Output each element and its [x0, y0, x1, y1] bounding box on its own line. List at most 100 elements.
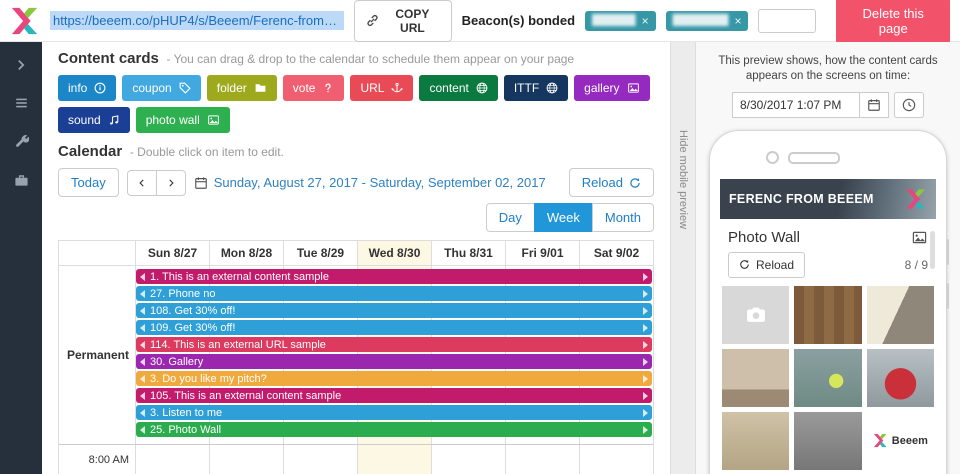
beeem-brand: Beeem — [873, 433, 928, 448]
beacon-badge[interactable]: █████████ × — [665, 10, 749, 31]
calendar-event[interactable]: 109. Get 30% off! — [136, 320, 652, 335]
view-week-button[interactable]: Week — [533, 203, 593, 232]
add-beacon-input[interactable] — [758, 8, 817, 33]
photo-thumb-beeem-logo[interactable]: Beeem — [866, 411, 934, 470]
view-day-button[interactable]: Day — [485, 203, 535, 232]
view-month-button[interactable]: Month — [591, 203, 654, 232]
time-slot-cell[interactable] — [209, 445, 283, 474]
main-content: Content cards - You can drag & drop to t… — [42, 42, 670, 474]
hide-mobile-preview-toggle[interactable]: Hide mobile preview — [670, 42, 696, 474]
briefcase-icon[interactable] — [14, 173, 29, 188]
card-label: ITTF — [513, 81, 540, 95]
calendar-heading: Calendar - Double click on item to edit. — [58, 143, 654, 160]
calendar-event[interactable]: 108. Get 30% off! — [136, 303, 652, 318]
photo-thumb[interactable] — [722, 411, 790, 470]
copy-url-button[interactable]: COPY URL — [354, 0, 452, 42]
close-icon[interactable]: × — [641, 13, 649, 28]
card-info[interactable]: info — [58, 75, 117, 101]
page-url-link[interactable]: https://beeem.co/pHUP4/s/Beeem/Ferenc-fr… — [50, 11, 345, 30]
beacon-badge[interactable]: ███████ × — [585, 10, 656, 31]
preview-reload-button[interactable]: Reload — [728, 251, 806, 278]
reload-label: Reload — [581, 175, 623, 190]
expand-sidebar-icon[interactable] — [14, 58, 28, 72]
day-header-today[interactable]: Wed 8/30 — [357, 241, 431, 265]
today-button[interactable]: Today — [58, 168, 119, 197]
day-cell[interactable] — [135, 266, 209, 444]
calendar-event[interactable]: 114. This is an external URL sample — [136, 337, 652, 352]
time-slot-cell[interactable] — [431, 445, 505, 474]
view-switcher-row: Day Week Month — [58, 203, 654, 232]
photo-thumb[interactable] — [722, 348, 790, 407]
clock-icon — [902, 98, 916, 112]
time-slot-row: 8:00 AM — [59, 444, 653, 474]
day-header[interactable]: Tue 8/29 — [283, 241, 357, 265]
calendar-event[interactable]: 25. Photo Wall — [136, 422, 652, 437]
time-slot-cell[interactable] — [135, 445, 209, 474]
card-gallery[interactable]: gallery — [574, 75, 650, 101]
day-header[interactable]: Sat 9/02 — [579, 241, 653, 265]
card-sound[interactable]: sound — [58, 107, 130, 133]
reload-label: Reload — [756, 257, 795, 272]
photo-thumb[interactable] — [794, 348, 862, 407]
photo-thumb[interactable] — [866, 348, 934, 407]
photo-thumb[interactable] — [866, 285, 934, 344]
question-icon — [322, 82, 334, 94]
continues-right-icon — [643, 425, 648, 434]
event-label: 27. Phone no — [150, 287, 216, 300]
day-header[interactable]: Fri 9/01 — [505, 241, 579, 265]
calendar-event[interactable]: 3. Listen to me — [136, 405, 652, 420]
calendar-event[interactable]: 105. This is an external content sample — [136, 388, 652, 403]
continues-left-icon — [140, 340, 145, 349]
timepicker-button[interactable] — [894, 91, 924, 118]
calendar-event[interactable]: 3. Do you like my pitch? — [136, 371, 652, 386]
event-label: 105. This is an external content sample — [150, 389, 342, 402]
delete-page-button[interactable]: Delete this page — [836, 0, 950, 44]
time-slot-cell[interactable] — [283, 445, 357, 474]
continues-left-icon — [140, 357, 145, 366]
globe-icon — [546, 82, 558, 94]
prev-week-button[interactable] — [126, 169, 157, 196]
chevron-left-icon — [137, 177, 147, 189]
music-note-icon — [108, 114, 120, 126]
day-header[interactable]: Thu 8/31 — [431, 241, 505, 265]
calendar-event[interactable]: 27. Phone no — [136, 286, 652, 301]
continues-left-icon — [140, 306, 145, 315]
calendar-event[interactable]: 30. Gallery — [136, 354, 652, 369]
reload-calendar-button[interactable]: Reload — [568, 168, 654, 197]
card-label: coupon — [132, 81, 172, 95]
card-url[interactable]: URL — [350, 75, 414, 101]
wrench-icon[interactable] — [14, 134, 29, 149]
day-header[interactable]: Mon 8/28 — [209, 241, 283, 265]
time-slot-cell-today[interactable] — [357, 445, 431, 474]
card-coupon[interactable]: coupon — [122, 75, 201, 101]
beeem-logo-icon — [905, 188, 927, 210]
info-icon — [94, 82, 106, 94]
menu-icon[interactable] — [14, 96, 29, 110]
image-icon — [627, 82, 640, 94]
preview-scrollbar[interactable] — [930, 230, 935, 269]
photo-thumb[interactable] — [794, 411, 862, 470]
content-cards-heading: Content cards - You can drag & drop to t… — [58, 50, 654, 67]
card-vote[interactable]: vote — [282, 75, 345, 101]
card-ittf[interactable]: ITTF — [503, 75, 569, 101]
event-label: 3. Do you like my pitch? — [150, 372, 267, 385]
card-label: photo wall — [145, 113, 200, 127]
calendar-header-row: Sun 8/27 Mon 8/28 Tue 8/29 Wed 8/30 Thu … — [59, 241, 653, 265]
copy-url-label: COPY URL — [395, 6, 430, 35]
card-content[interactable]: content — [419, 75, 498, 101]
close-icon[interactable]: × — [734, 13, 742, 28]
calendar-grid: Sun 8/27 Mon 8/28 Tue 8/29 Wed 8/30 Thu … — [58, 240, 654, 474]
card-folder[interactable]: folder — [206, 75, 277, 101]
calendar-event[interactable]: 1. This is an external content sample — [136, 269, 652, 284]
photo-thumb-camera-placeholder[interactable] — [722, 285, 790, 344]
time-slot-cell[interactable] — [505, 445, 579, 474]
photo-thumb[interactable] — [794, 285, 862, 344]
day-header[interactable]: Sun 8/27 — [135, 241, 209, 265]
datepicker-button[interactable] — [859, 91, 889, 118]
card-photo-wall[interactable]: photo wall — [135, 107, 230, 133]
event-label: 30. Gallery — [150, 355, 204, 368]
preview-datetime-input[interactable] — [732, 91, 860, 118]
event-label: 114. This is an external URL sample — [150, 338, 326, 351]
time-slot-cell[interactable] — [579, 445, 653, 474]
next-week-button[interactable] — [155, 169, 186, 196]
